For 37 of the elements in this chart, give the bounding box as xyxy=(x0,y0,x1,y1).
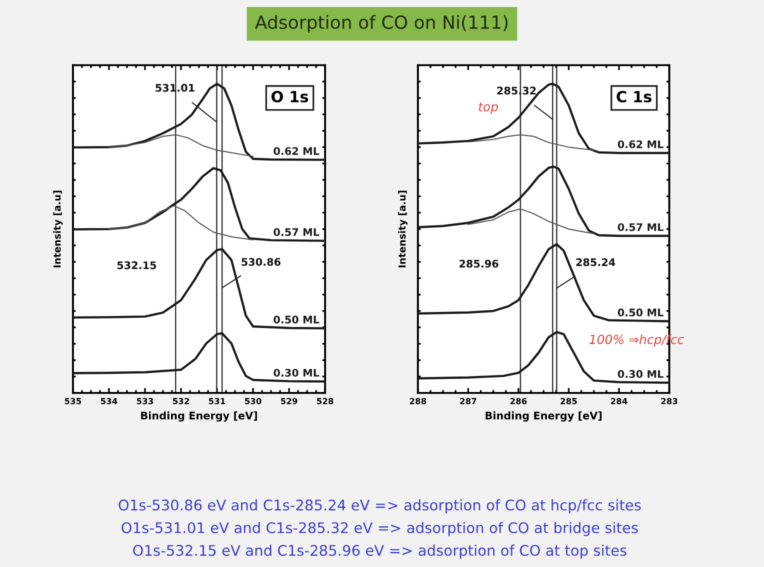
x-axis-title: Binding Energy [eV] xyxy=(141,411,257,422)
series-label: 0.57 ML xyxy=(274,228,320,236)
series-label: 0.62 ML xyxy=(618,140,664,148)
y-axis-title: Intensity [a.u] xyxy=(398,190,408,268)
chart-title: C 1s xyxy=(616,90,652,102)
x-tick-label: 285 xyxy=(560,398,577,404)
series-label: 0.50 ML xyxy=(274,316,320,324)
text: O1s-531.01 eV and C1s-285.32 eV => adsorption of CO at bridge sites xyxy=(122,522,638,536)
annotation: 532.15 xyxy=(117,261,156,270)
x-tick-label: 528 xyxy=(317,398,334,404)
chart-title: O 1s xyxy=(272,90,308,102)
x-tick-label: 286 xyxy=(510,398,527,404)
x-tick-label: 283 xyxy=(661,398,678,404)
x-tick-label: 532 xyxy=(172,398,189,404)
text: O1s-530.86 eV and C1s-285.24 eV => adsorption of CO at hcp/fcc sites xyxy=(118,499,641,514)
x-tick-label: 535 xyxy=(64,398,82,404)
annotation: 285.24 xyxy=(576,258,616,266)
x-tick-label: 284 xyxy=(610,398,628,404)
y-axis-title: Intensity [a.u] xyxy=(53,190,63,268)
text: Adsorption of CO on Ni(111) xyxy=(255,15,508,33)
x-axis-title: Binding Energy [eV] xyxy=(486,411,602,422)
annotation: 285.96 xyxy=(460,260,498,268)
series-label: 0.30 ML xyxy=(618,370,664,378)
series-label: 0.57 ML xyxy=(618,223,664,232)
text: O1s-532.15 eV and C1s-285.96 eV => adsorption of CO at top sites xyxy=(133,544,626,559)
x-tick-label: 287 xyxy=(460,398,476,404)
x-tick-label: 530 xyxy=(244,398,262,404)
x-tick-label: 529 xyxy=(281,398,298,404)
x-tick-label: 288 xyxy=(410,398,426,404)
x-tick-label: 534 xyxy=(100,398,118,404)
series-label: 0.62 ML xyxy=(274,147,320,156)
annotation: top xyxy=(478,102,498,114)
annotation: 530.86 xyxy=(242,258,280,266)
series-label: 0.30 ML xyxy=(274,368,320,377)
x-tick-label: 531 xyxy=(208,398,226,404)
series-label: 0.50 ML xyxy=(618,308,664,316)
x-tick-label: 533 xyxy=(136,398,154,404)
